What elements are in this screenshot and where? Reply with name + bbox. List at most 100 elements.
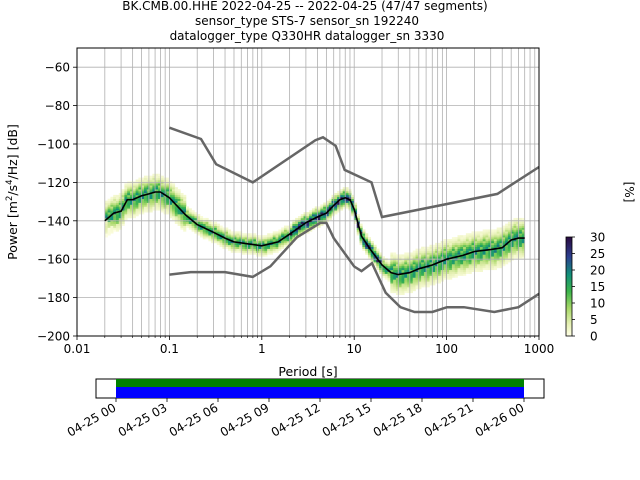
histogram-cell <box>121 221 125 224</box>
histogram-cell <box>488 254 492 257</box>
histogram-cell <box>213 227 218 230</box>
histogram-cell <box>331 214 335 217</box>
histogram-cell <box>367 248 372 251</box>
histogram-cell <box>370 244 374 248</box>
histogram-cell <box>141 185 145 188</box>
histogram-cell <box>118 221 122 224</box>
histogram-cell <box>135 185 139 188</box>
histogram-cell <box>395 271 400 274</box>
histogram-cell <box>250 244 254 248</box>
histogram-cell <box>236 248 240 251</box>
histogram-cell <box>222 239 226 242</box>
histogram-cell <box>421 273 425 276</box>
colorbar-tick-label: 10 <box>590 297 605 311</box>
histogram-cell <box>144 206 148 209</box>
psd-plot: 0.01 0.1 1 10 100 1000 −200−180−160−140−120−1… <box>5 47 554 379</box>
histogram-cell <box>449 248 453 251</box>
histogram-cell <box>205 235 209 238</box>
histogram-cell <box>398 265 402 269</box>
histogram-cell <box>132 210 136 213</box>
histogram-cell <box>275 237 279 240</box>
histogram-cell <box>216 225 220 228</box>
histogram-cell <box>479 264 483 267</box>
histogram-cell <box>339 194 344 198</box>
histogram-cell <box>261 239 265 242</box>
histogram-cell <box>507 229 511 232</box>
histogram-cell <box>199 221 204 224</box>
histogram-cell <box>496 231 500 234</box>
histogram-cell <box>395 279 400 282</box>
histogram-cell <box>499 262 503 265</box>
histogram-cell <box>205 237 209 240</box>
histogram-cell <box>247 252 251 255</box>
histogram-cell <box>510 252 514 255</box>
histogram-cell <box>519 250 523 253</box>
histogram-cell <box>362 246 366 249</box>
histogram-cell <box>351 200 355 203</box>
histogram-cell <box>510 233 514 236</box>
histogram-cell <box>502 235 506 238</box>
histogram-cell <box>124 194 128 198</box>
histogram-cell <box>499 256 503 259</box>
histogram-cell <box>289 229 293 232</box>
histogram-cell <box>409 283 414 286</box>
histogram-cell <box>407 285 411 288</box>
histogram-cell <box>485 260 489 263</box>
histogram-cell <box>289 239 293 242</box>
histogram-cell <box>334 208 338 211</box>
histogram-cell <box>496 229 500 232</box>
histogram-cell <box>110 223 114 226</box>
y-tick-label: −140 <box>37 214 70 228</box>
histogram-cell <box>365 244 369 248</box>
histogram-cell <box>351 210 355 213</box>
histogram-cell <box>485 264 489 267</box>
histogram-cell <box>474 252 478 255</box>
histogram-cell <box>407 254 411 257</box>
histogram-cell <box>435 269 439 272</box>
histogram-cell <box>359 223 363 226</box>
histogram-cell <box>477 254 481 257</box>
histogram-cell <box>510 240 514 244</box>
histogram-cell <box>454 244 458 248</box>
histogram-cell <box>208 233 212 236</box>
histogram-cell <box>107 200 111 203</box>
histogram-cell <box>261 237 265 240</box>
histogram-cell <box>152 173 156 176</box>
histogram-cell <box>393 285 397 288</box>
histogram-cell <box>507 256 511 259</box>
histogram-cell <box>283 244 288 248</box>
histogram-cell <box>278 246 282 249</box>
histogram-cell <box>426 277 430 280</box>
histogram-cell <box>283 225 288 228</box>
histogram-cell <box>171 204 176 207</box>
histogram-cell <box>423 256 428 259</box>
histogram-cell <box>510 242 514 246</box>
histogram-cell <box>407 283 411 286</box>
coverage-bar-bottom <box>116 387 524 398</box>
histogram-cell <box>244 233 248 236</box>
histogram-cell <box>415 269 419 272</box>
histogram-cell <box>180 202 184 205</box>
histogram-cell <box>281 229 285 232</box>
histogram-cell <box>491 250 495 253</box>
histogram-cell <box>446 265 450 269</box>
histogram-cell <box>127 194 131 198</box>
histogram-cell <box>177 198 181 201</box>
histogram-cell <box>423 269 428 272</box>
histogram-cell <box>353 216 358 219</box>
histogram-cell <box>507 225 511 228</box>
histogram-cell <box>407 288 411 292</box>
histogram-cell <box>211 221 215 224</box>
colorbar-label: [%] <box>622 182 636 203</box>
histogram-cell <box>135 202 139 205</box>
histogram-cell <box>250 235 254 238</box>
histogram-cell <box>118 206 122 209</box>
histogram-cell <box>362 235 366 238</box>
histogram-cell <box>174 202 178 205</box>
histogram-cell <box>160 202 164 205</box>
histogram-cell <box>390 265 394 269</box>
histogram-cell <box>138 204 142 207</box>
histogram-cell <box>496 250 500 253</box>
histogram-cell <box>454 240 458 244</box>
